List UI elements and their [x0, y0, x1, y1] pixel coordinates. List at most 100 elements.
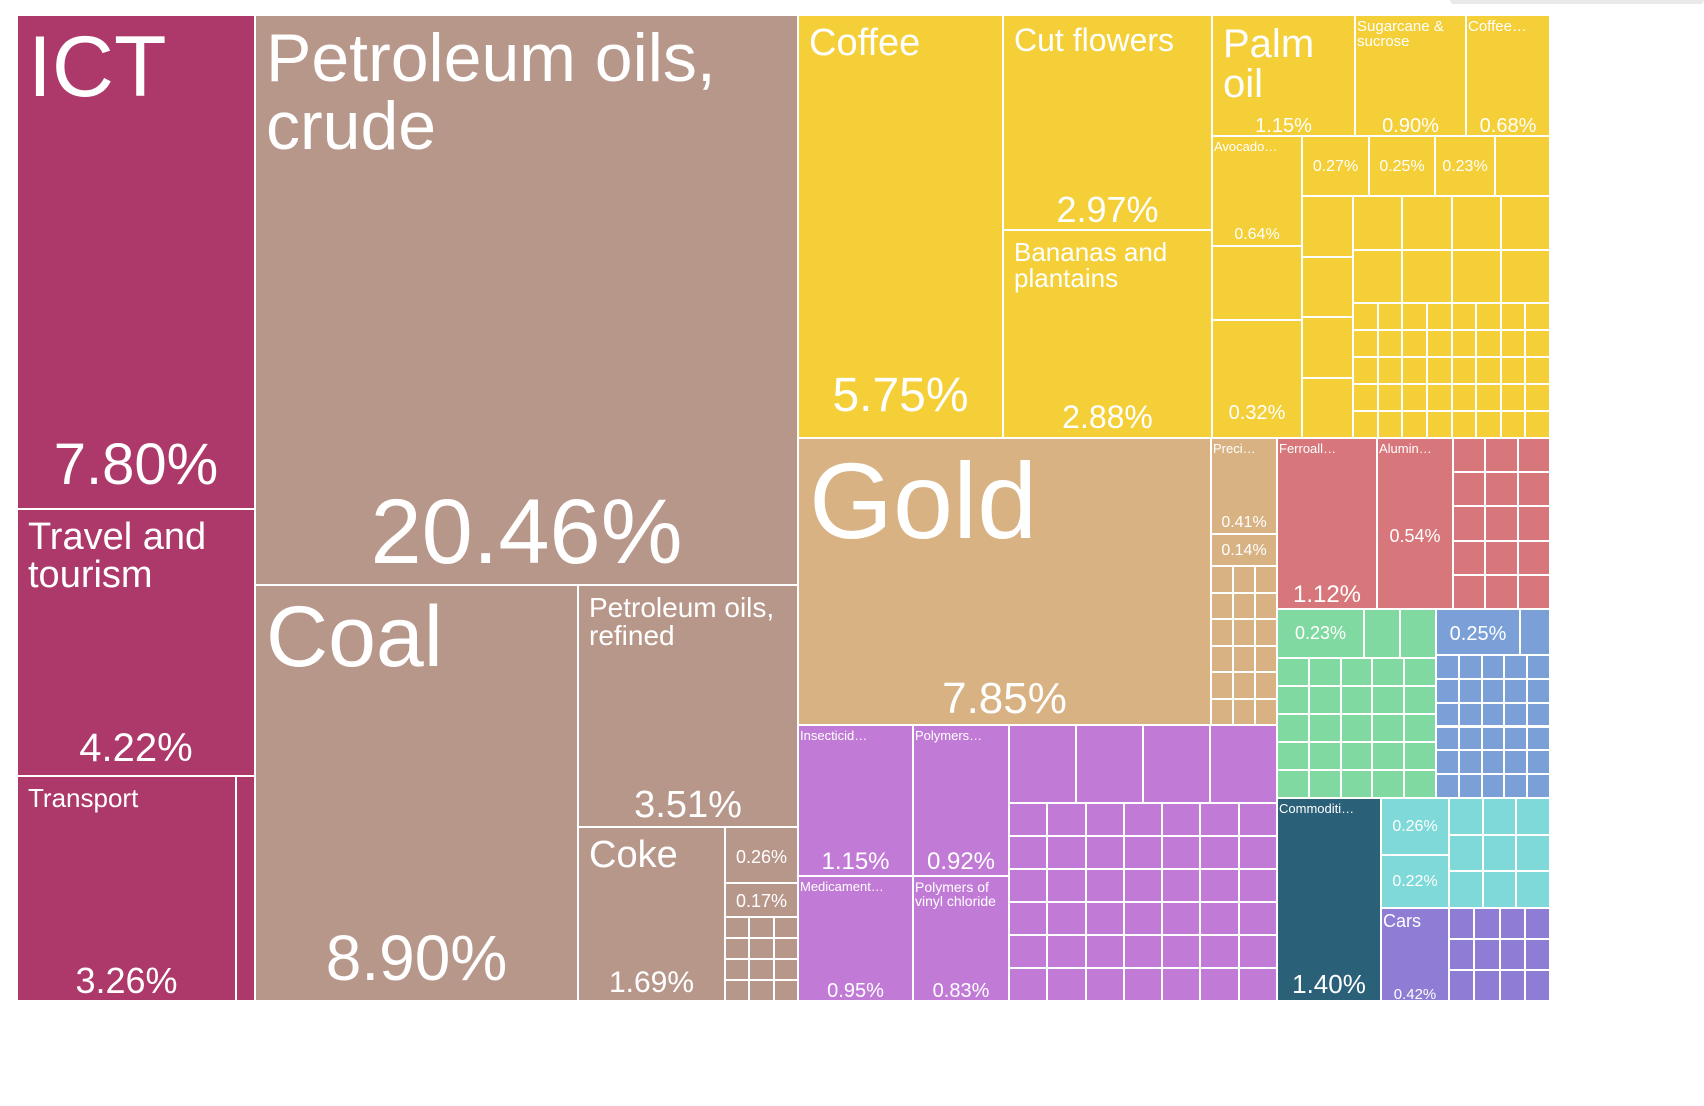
- tex-subtile[interactable]: [1372, 742, 1405, 770]
- chem-subtile[interactable]: [1238, 902, 1277, 935]
- stone-subtile[interactable]: [1211, 645, 1233, 672]
- stone-subtile[interactable]: [1255, 672, 1277, 699]
- chem-subtile[interactable]: [1009, 725, 1076, 803]
- chem-subtile[interactable]: [1123, 968, 1163, 1001]
- chem-subtile[interactable]: [1238, 869, 1277, 902]
- chem-subtile[interactable]: [1200, 836, 1239, 869]
- chem-subtile[interactable]: [1238, 803, 1277, 836]
- agri-subtile[interactable]: [1402, 303, 1427, 330]
- treemap-tile-8[interactable]: 0.26%: [725, 827, 798, 883]
- chem-subtile[interactable]: [1085, 869, 1124, 902]
- mach-subtile[interactable]: [1481, 678, 1505, 703]
- metal-subtile[interactable]: [1517, 540, 1550, 575]
- mach-subtile[interactable]: [1527, 678, 1550, 703]
- chem-subtile[interactable]: [1162, 869, 1201, 902]
- tex-subtile[interactable]: [1308, 742, 1341, 770]
- agri-subtile[interactable]: [1500, 303, 1526, 330]
- stone-subtile[interactable]: [1255, 619, 1277, 646]
- stone-subtile[interactable]: [1211, 672, 1233, 699]
- elec-subtile[interactable]: [1482, 871, 1517, 908]
- metal-subtile[interactable]: [1453, 506, 1486, 541]
- chem-subtile[interactable]: [1085, 935, 1124, 968]
- tex-subtile[interactable]: [1340, 714, 1373, 742]
- treemap-tile-21[interactable]: Gold 7.85%: [798, 438, 1211, 725]
- chem-subtile[interactable]: [1047, 935, 1086, 968]
- tex-subtile[interactable]: [1372, 714, 1405, 742]
- chem-subtile[interactable]: [1047, 803, 1086, 836]
- chem-subtile[interactable]: [1123, 935, 1163, 968]
- tex-subtile[interactable]: [1340, 658, 1373, 686]
- mach-subtile[interactable]: [1436, 678, 1459, 703]
- agri-subtile[interactable]: [1212, 246, 1302, 320]
- mach-subtile[interactable]: [1481, 726, 1505, 751]
- treemap-tile-16[interactable]: Avocado… 0.64%: [1212, 136, 1302, 246]
- veh-subtile[interactable]: [1474, 970, 1500, 1001]
- metal-subtile[interactable]: [1485, 574, 1518, 609]
- min-subtile[interactable]: [725, 938, 750, 959]
- mach-subtile[interactable]: [1504, 678, 1528, 703]
- treemap-tile-32[interactable]: Commoditi… 1.40%: [1277, 798, 1381, 1001]
- chem-subtile[interactable]: [1047, 869, 1086, 902]
- treemap-tile-2[interactable]: Transport 3.26%: [17, 776, 236, 1001]
- veh-subtile[interactable]: [1499, 939, 1525, 970]
- chem-subtile[interactable]: [1200, 968, 1239, 1001]
- min-subtile[interactable]: [773, 980, 798, 1001]
- chem-subtile[interactable]: [1009, 836, 1048, 869]
- chem-subtile[interactable]: [1162, 836, 1201, 869]
- mach-subtile[interactable]: [1504, 750, 1528, 775]
- agri-subtile[interactable]: [1476, 330, 1501, 357]
- treemap-tile-0[interactable]: ICT 7.80%: [17, 15, 255, 509]
- treemap-tile-31[interactable]: 0.25%: [1436, 609, 1520, 655]
- agri-subtile[interactable]: [1353, 411, 1378, 438]
- chem-subtile[interactable]: [1009, 968, 1048, 1001]
- tex-subtile[interactable]: [1340, 686, 1373, 714]
- agri-subtile[interactable]: [1402, 384, 1427, 411]
- chem-subtile[interactable]: [1009, 935, 1048, 968]
- agri-subtile[interactable]: [1495, 136, 1550, 196]
- metal-subtile[interactable]: [1517, 472, 1550, 507]
- agri-subtile[interactable]: [1353, 384, 1378, 411]
- elec-subtile[interactable]: [1516, 798, 1550, 835]
- treemap-tile-18[interactable]: 0.27%: [1302, 136, 1369, 196]
- agri-subtile[interactable]: [1500, 411, 1526, 438]
- treemap-tile-17[interactable]: 0.32%: [1212, 320, 1302, 438]
- stone-subtile[interactable]: [1233, 672, 1255, 699]
- treemap-tile-24[interactable]: Insecticid… 1.15%: [798, 725, 913, 876]
- elec-subtile[interactable]: [1482, 834, 1517, 872]
- chem-subtile[interactable]: [1200, 803, 1239, 836]
- elec-subtile[interactable]: [1516, 834, 1550, 872]
- veh-subtile[interactable]: [1499, 970, 1525, 1001]
- treemap-tile-13[interactable]: Palm oil 1.15%: [1212, 15, 1355, 136]
- agri-subtile[interactable]: [1302, 196, 1353, 257]
- agri-subtile[interactable]: [1377, 357, 1403, 384]
- stone-subtile[interactable]: [1211, 592, 1233, 619]
- agri-subtile[interactable]: [1525, 357, 1550, 384]
- tex-subtile[interactable]: [1277, 686, 1309, 714]
- veh-subtile[interactable]: [1474, 939, 1500, 970]
- min-subtile[interactable]: [773, 938, 798, 959]
- agri-subtile[interactable]: [1426, 411, 1452, 438]
- agri-subtile[interactable]: [1525, 411, 1550, 438]
- chem-subtile[interactable]: [1123, 803, 1163, 836]
- agri-subtile[interactable]: [1476, 303, 1501, 330]
- min-subtile[interactable]: [749, 980, 774, 1001]
- chem-subtile[interactable]: [1238, 836, 1277, 869]
- chem-subtile[interactable]: [1085, 902, 1124, 935]
- min-subtile[interactable]: [725, 959, 750, 980]
- agri-subtile[interactable]: [1525, 384, 1550, 411]
- veh-subtile[interactable]: [1499, 908, 1525, 939]
- mach-subtile[interactable]: [1436, 702, 1459, 727]
- treemap-tile-10[interactable]: Coffee 5.75%: [798, 15, 1003, 438]
- treemap-tile-27[interactable]: Polymers of vinyl chloride 0.83%: [913, 876, 1009, 1001]
- agri-subtile[interactable]: [1476, 411, 1501, 438]
- chem-subtile[interactable]: [1009, 902, 1048, 935]
- stone-subtile[interactable]: [1255, 592, 1277, 619]
- stone-subtile[interactable]: [1211, 566, 1233, 593]
- agri-subtile[interactable]: [1500, 357, 1526, 384]
- mach-subtile[interactable]: [1436, 774, 1459, 798]
- tex-subtile[interactable]: [1404, 714, 1436, 742]
- treemap-tile-7[interactable]: Coke 1.69%: [578, 827, 725, 1001]
- stone-subtile[interactable]: [1233, 566, 1255, 593]
- agri-subtile[interactable]: [1451, 357, 1477, 384]
- treemap-tile-3[interactable]: [236, 776, 255, 1001]
